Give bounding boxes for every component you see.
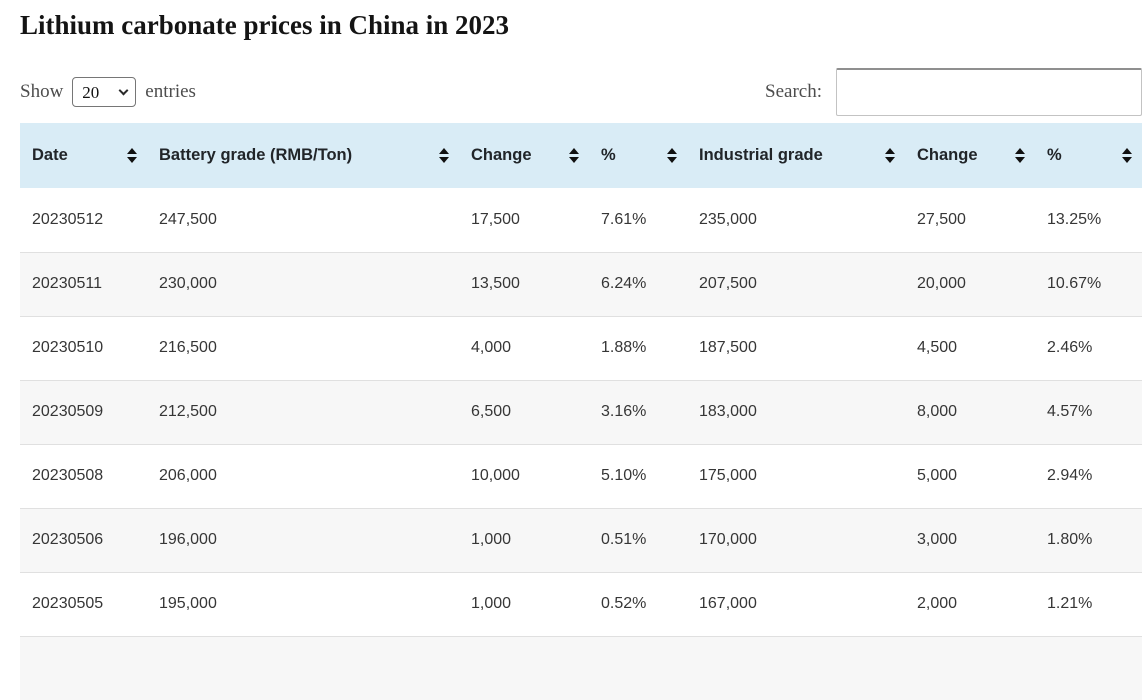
cell-date: 20230508 [32, 467, 104, 484]
cell-battery-grade: 206,000 [159, 467, 217, 484]
table-row: 20230508 206,000 10,000 5.10% 175,000 5,000 2.… [20, 444, 1142, 508]
cell-change-battery: 13,500 [471, 275, 520, 292]
cell-battery-grade: 212,500 [159, 403, 217, 420]
cell-change-battery: 10,000 [471, 467, 520, 484]
cell-battery-grade: 216,500 [159, 339, 217, 356]
cell-pct-industrial: 10.67% [1047, 275, 1102, 292]
cell-industrial-grade: 167,000 [699, 595, 757, 612]
table-body: 20230512 247,500 17,500 7.61% 235,000 27,500 1… [20, 188, 1142, 700]
cell-change-battery: 4,000 [471, 339, 512, 356]
column-header-pct-battery[interactable]: % [589, 123, 687, 188]
cell-empty [687, 636, 905, 700]
cell-change-battery: 6,500 [471, 403, 512, 420]
entries-select[interactable]: 20 [72, 77, 137, 107]
cell-pct-industrial: 1.21% [1047, 595, 1093, 612]
table-row: 20230505 195,000 1,000 0.52% 167,000 2,000 1.2… [20, 572, 1142, 636]
cell-pct-battery: 3.16% [601, 403, 647, 420]
entries-length-control: Show 20 entries [20, 77, 196, 107]
column-label: % [601, 146, 616, 164]
cell-date: 20230506 [32, 531, 104, 548]
column-header-pct-industrial[interactable]: % [1035, 123, 1142, 188]
cell-pct-industrial: 4.57% [1047, 403, 1093, 420]
column-header-date[interactable]: Date [20, 123, 147, 188]
cell-date: 20230510 [32, 339, 104, 356]
cell-battery-grade: 195,000 [159, 595, 217, 612]
cell-empty [147, 636, 459, 700]
cell-pct-battery: 0.51% [601, 531, 647, 548]
cell-pct-industrial: 13.25% [1047, 210, 1102, 228]
column-label: Date [32, 146, 68, 164]
table-row-partial [20, 636, 1142, 700]
cell-industrial-grade: 175,000 [699, 467, 757, 484]
sort-icon [1122, 148, 1132, 163]
search-input[interactable] [836, 68, 1142, 116]
column-label: Battery grade (RMB/Ton) [159, 146, 353, 164]
column-header-change-battery[interactable]: Change [459, 123, 589, 188]
sort-icon [885, 148, 895, 163]
column-header-change-industrial[interactable]: Change [905, 123, 1035, 188]
sort-icon [127, 148, 137, 163]
table-row: 20230511 230,000 13,500 6.24% 207,500 20,000 1… [20, 252, 1142, 316]
cell-battery-grade: 247,500 [159, 210, 217, 228]
cell-pct-battery: 0.52% [601, 595, 647, 612]
table-row: 20230506 196,000 1,000 0.51% 170,000 3,000 1.8… [20, 508, 1142, 572]
cell-pct-industrial: 2.94% [1047, 467, 1093, 484]
cell-pct-industrial: 1.80% [1047, 531, 1093, 548]
cell-empty [1035, 636, 1142, 700]
column-label: Industrial grade [699, 146, 823, 164]
cell-battery-grade: 230,000 [159, 275, 217, 292]
sort-icon [439, 148, 449, 163]
cell-change-industrial: 4,500 [917, 339, 958, 356]
table-header: Date Battery grade (RMB/Ton) Change% Indust… [20, 123, 1142, 188]
table-controls: Show 20 entries Search: [20, 67, 1142, 117]
cell-change-industrial: 27,500 [917, 210, 966, 228]
sort-icon [667, 148, 677, 163]
table-row: 20230509 212,500 6,500 3.16% 183,000 8,000 4.5… [20, 380, 1142, 444]
search-label: Search: [765, 81, 822, 102]
cell-date: 20230512 [32, 210, 104, 228]
page-title: Lithium carbonate prices in China in 202… [20, 10, 510, 40]
sort-icon [569, 148, 579, 163]
table-row: 20230510 216,500 4,000 1.88% 187,500 4,500 2.4… [20, 316, 1142, 380]
cell-date: 20230511 [32, 275, 102, 292]
cell-date: 20230509 [32, 403, 104, 420]
cell-empty [905, 636, 1035, 700]
sort-icon [1015, 148, 1025, 163]
cell-change-battery: 17,500 [471, 210, 520, 228]
cell-change-industrial: 8,000 [917, 403, 958, 420]
cell-change-industrial: 5,000 [917, 467, 958, 484]
column-header-industrial-grade[interactable]: Industrial grade [687, 123, 905, 188]
column-label: Change [917, 146, 978, 164]
cell-industrial-grade: 183,000 [699, 403, 757, 420]
cell-empty [20, 636, 147, 700]
cell-change-industrial: 2,000 [917, 595, 958, 612]
entries-select-wrap: 20 [72, 77, 137, 107]
cell-industrial-grade: 187,500 [699, 339, 757, 356]
show-label: Show [20, 81, 64, 102]
entries-label: entries [145, 81, 196, 102]
table-header-row: Date Battery grade (RMB/Ton) Change% Indust… [20, 123, 1142, 188]
search-control: Search: [765, 68, 1142, 116]
cell-empty [589, 636, 687, 700]
cell-pct-battery: 5.10% [601, 467, 647, 484]
column-label: % [1047, 146, 1062, 164]
cell-industrial-grade: 235,000 [699, 210, 757, 228]
cell-industrial-grade: 170,000 [699, 531, 757, 548]
cell-industrial-grade: 207,500 [699, 275, 757, 292]
cell-change-industrial: 3,000 [917, 531, 958, 548]
column-label: Change [471, 146, 532, 164]
cell-pct-battery: 7.61% [601, 210, 647, 228]
cell-battery-grade: 196,000 [159, 531, 217, 548]
table-row: 20230512 247,500 17,500 7.61% 235,000 27,500 1… [20, 188, 1142, 252]
cell-pct-battery: 1.88% [601, 339, 647, 356]
cell-date: 20230505 [32, 595, 104, 612]
cell-change-industrial: 20,000 [917, 275, 966, 292]
cell-change-battery: 1,000 [471, 531, 512, 548]
cell-change-battery: 1,000 [471, 595, 512, 612]
cell-pct-battery: 6.24% [601, 275, 647, 292]
column-header-battery-grade[interactable]: Battery grade (RMB/Ton) [147, 123, 459, 188]
cell-empty [459, 636, 589, 700]
cell-pct-industrial: 2.46% [1047, 339, 1093, 356]
prices-table: Date Battery grade (RMB/Ton) Change% Indust… [20, 123, 1142, 700]
